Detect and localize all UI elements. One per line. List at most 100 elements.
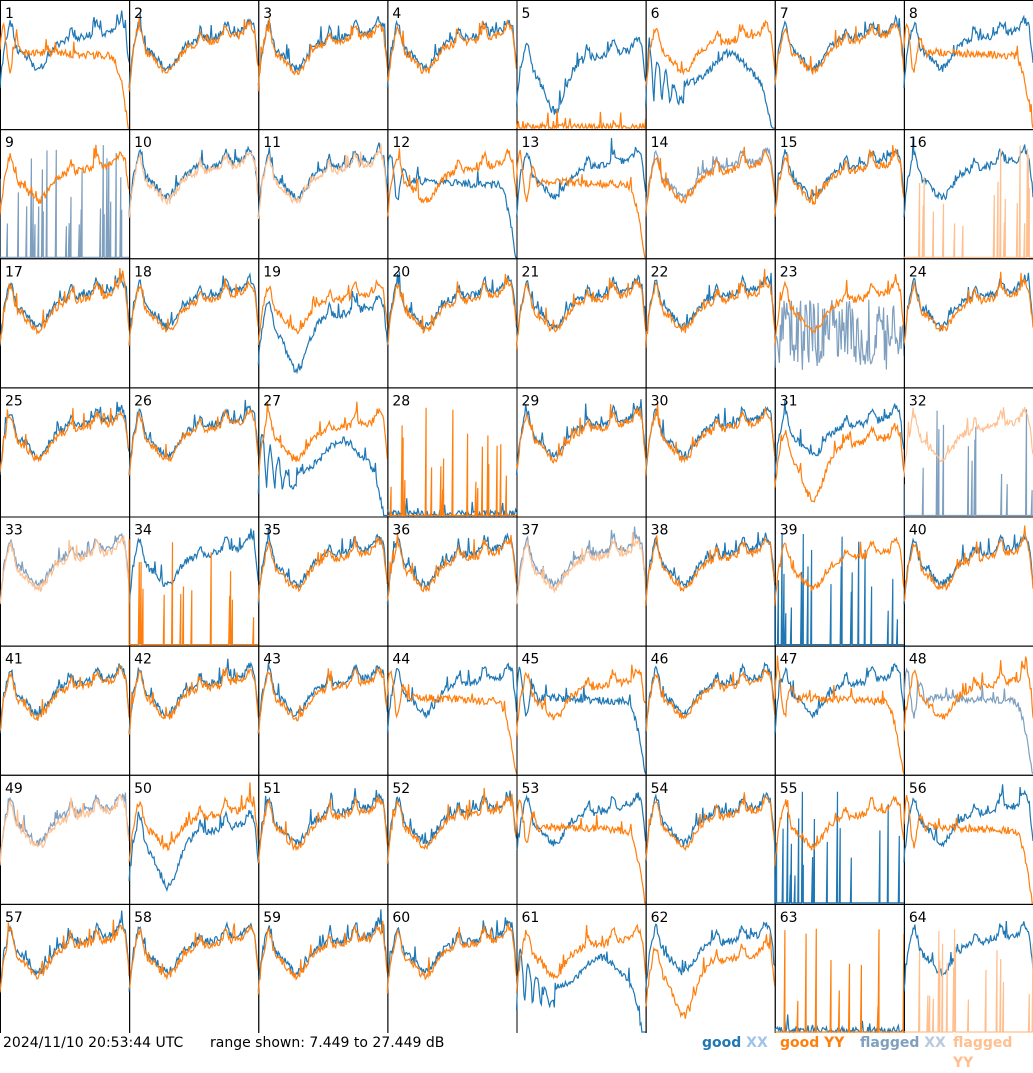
- series-yy-line: [0, 919, 130, 993]
- series-xx-line: [0, 663, 130, 734]
- range-shown: range shown: 7.449 to 27.449 dB: [210, 1035, 445, 1051]
- series-xx-line: [903, 14, 1033, 88]
- panel-26: 26: [128, 387, 260, 518]
- series-yy-line: [386, 273, 518, 345]
- panel-22: 22: [645, 258, 776, 389]
- series-xx-line: [515, 948, 646, 1033]
- panel-label: 33: [5, 523, 23, 539]
- panel-label: 53: [522, 781, 540, 797]
- series-xx-line: [774, 14, 905, 88]
- panel-52: 52: [386, 774, 518, 905]
- legend-good-xx-word: good: [702, 1035, 742, 1051]
- series-yy-line: [645, 669, 776, 732]
- series-xx-line: [774, 791, 904, 904]
- series-yy-line: [515, 799, 646, 904]
- series-xx-line: [257, 528, 388, 605]
- series-xx-line: [386, 662, 518, 734]
- panel-49: 49: [0, 774, 131, 905]
- panel-label: 14: [651, 135, 669, 151]
- panel-label: 59: [263, 910, 281, 926]
- series-xx-line: [0, 145, 130, 258]
- series-yy-line: [774, 422, 905, 503]
- series-yy-line: [0, 535, 130, 604]
- panel-frame: [516, 0, 647, 131]
- panel-24: 24: [903, 258, 1033, 389]
- series-xx-line: [774, 149, 905, 217]
- series-yy-line: [128, 278, 259, 346]
- panel-8: 8: [903, 0, 1033, 131]
- series-xx-line: [903, 137, 1033, 217]
- series-yy-line: [386, 787, 518, 864]
- series-xx-line: [645, 921, 776, 992]
- panel-frame: [903, 903, 1033, 1033]
- legend-flagged-yy-word: flagged: [953, 1035, 1013, 1051]
- series-yy-line: [774, 274, 905, 345]
- series-xx-line: [257, 788, 388, 863]
- series-xx-line: [0, 10, 130, 88]
- legend-good-yy: good YY: [780, 1033, 844, 1053]
- panel-9: 9: [0, 129, 131, 260]
- panel-label: 6: [651, 6, 660, 22]
- series-xx-line: [515, 399, 647, 476]
- series-xx-line: [645, 147, 776, 217]
- panel-17: 17: [0, 258, 131, 389]
- legend-good-xx-pol: XX: [746, 1035, 768, 1051]
- panel-5: 5: [515, 0, 647, 131]
- panel-label: 24: [909, 264, 927, 280]
- legend-good-yy-pol: YY: [824, 1035, 845, 1051]
- series-yy-line: [515, 404, 647, 469]
- panel-61: 61: [515, 903, 647, 1033]
- panel-37: 37: [515, 516, 647, 647]
- series-yy-line: [257, 18, 388, 92]
- panel-10: 10: [128, 129, 260, 260]
- series-yy-line: [257, 143, 388, 220]
- series-yy-line: [257, 536, 388, 602]
- panel-label: 39: [780, 523, 798, 539]
- panel-label: 51: [263, 781, 281, 797]
- panel-label: 2: [134, 6, 143, 22]
- panel-23: 23: [774, 258, 905, 389]
- panel-label: 28: [392, 393, 410, 409]
- series-yy-line: [0, 664, 130, 731]
- panel-frame: [645, 0, 776, 131]
- panel-39: 39: [774, 516, 905, 647]
- series-yy-line: [774, 536, 905, 606]
- series-yy-line: [774, 144, 905, 217]
- panel-label: 4: [392, 6, 401, 22]
- panel-42: 42: [128, 645, 260, 776]
- panel-64: 64: [903, 903, 1033, 1033]
- series-xx-line: [386, 153, 517, 258]
- panel-label: 7: [780, 6, 789, 22]
- panel-2: 2: [128, 0, 260, 131]
- series-yy-line: [386, 18, 518, 82]
- series-yy-line: [0, 144, 130, 216]
- panel-13: 13: [515, 129, 647, 260]
- panel-38: 38: [645, 516, 776, 647]
- panel-label: 42: [134, 652, 152, 668]
- series-xx-line: [0, 792, 130, 863]
- series-xx-line: [128, 809, 259, 892]
- series-yy-line: [387, 407, 517, 517]
- panel-56: 56: [903, 774, 1033, 905]
- series-xx-line: [257, 662, 388, 734]
- series-yy-line: [645, 19, 776, 87]
- panel-43: 43: [257, 645, 389, 776]
- panel-60: 60: [386, 903, 518, 1033]
- panel-27: 27: [257, 387, 389, 518]
- panel-frame: [0, 0, 131, 131]
- series-xx-line: [774, 400, 905, 476]
- series-xx-line: [645, 405, 776, 476]
- panel-28: 28: [386, 387, 518, 518]
- panel-40: 40: [903, 516, 1033, 647]
- panel-label: 8: [909, 6, 918, 22]
- series-yy-line: [903, 525, 1033, 602]
- panel-label: 20: [392, 264, 410, 280]
- panel-47: 47: [774, 645, 905, 776]
- series-yy-line: [774, 22, 905, 86]
- panel-label: 45: [522, 652, 540, 668]
- series-yy-line: [645, 146, 776, 215]
- panel-48: 48: [903, 645, 1033, 776]
- series-xx-line: [257, 433, 388, 517]
- series-yy-line: [903, 145, 1033, 258]
